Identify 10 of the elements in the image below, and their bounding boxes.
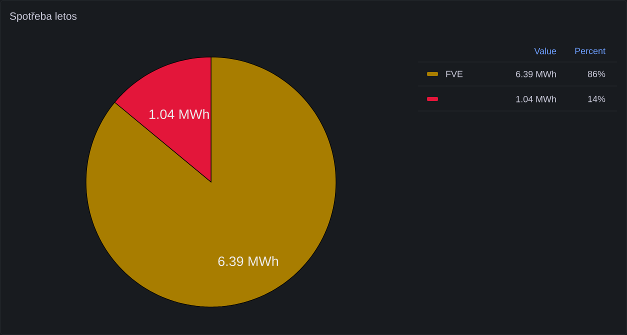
data-label: 1.04 MWh [150, 109, 209, 120]
text: 1.04 MWh [516, 96, 556, 102]
legend-label: FVE [446, 70, 463, 78]
chart-title: Spotřeba letos [10, 12, 77, 22]
text: 86% [588, 70, 606, 78]
text: 14% [588, 96, 606, 102]
text: Value [534, 48, 556, 54]
data-label: 6.39 MWh [218, 256, 278, 266]
text: 6.39 MWh [516, 70, 556, 78]
text: Percent [575, 48, 606, 54]
